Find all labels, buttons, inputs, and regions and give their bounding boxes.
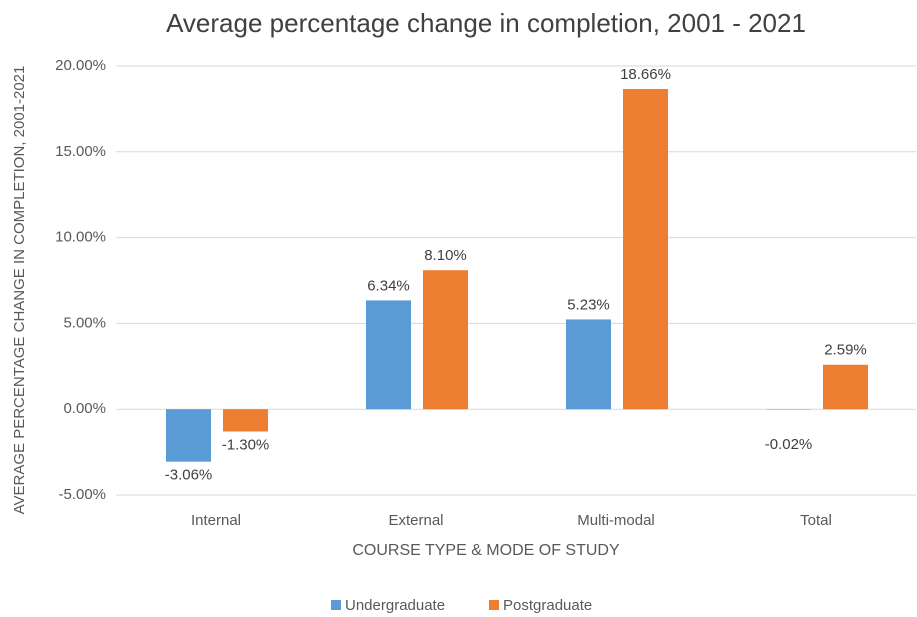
chart-title: Average percentage change in completion,…: [166, 8, 806, 38]
data-label: 6.34%: [367, 277, 410, 294]
data-label: 8.10%: [424, 247, 467, 264]
y-tick-label: 5.00%: [63, 314, 106, 331]
data-label: 18.66%: [620, 66, 671, 83]
data-label: -3.06%: [165, 467, 213, 484]
bar: [623, 88, 668, 410]
legend-swatch: [489, 600, 499, 610]
y-tick-label: 10.00%: [55, 229, 106, 246]
legend-swatch: [331, 600, 341, 610]
x-axis-title: COURSE TYPE & MODE OF STUDY: [352, 542, 620, 559]
x-tick-label: Multi-modal: [577, 512, 655, 529]
bar: [166, 409, 211, 462]
bar: [566, 319, 611, 410]
data-label: -0.02%: [765, 436, 813, 453]
x-tick-label: Total: [800, 512, 832, 529]
bar: [223, 409, 268, 432]
y-tick-label: -5.00%: [58, 486, 106, 503]
data-label: 5.23%: [567, 296, 610, 313]
legend-label: Postgraduate: [503, 597, 592, 614]
y-tick-label: 15.00%: [55, 143, 106, 160]
x-tick-label: External: [388, 512, 443, 529]
legend-label: Undergraduate: [345, 597, 445, 614]
y-axis-title: AVERAGE PERCENTAGE CHANGE IN COMPLETION,…: [11, 66, 28, 515]
bar: [423, 270, 468, 410]
data-label: 2.59%: [824, 342, 867, 359]
x-tick-label: Internal: [191, 512, 241, 529]
y-tick-label: 0.00%: [63, 400, 106, 417]
y-tick-label: 20.00%: [55, 57, 106, 74]
bar: [366, 300, 411, 410]
data-label: -1.30%: [222, 436, 270, 453]
bar: [823, 364, 868, 410]
